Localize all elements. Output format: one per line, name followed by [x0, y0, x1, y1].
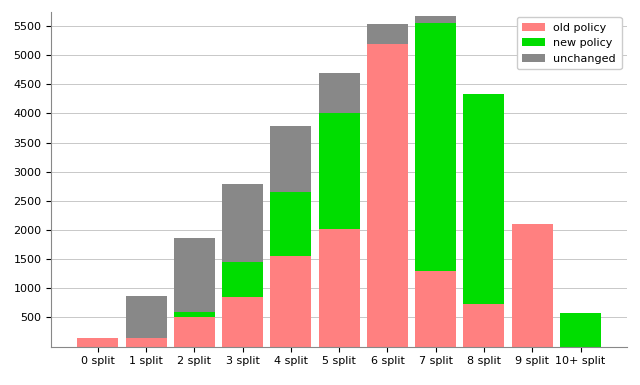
- Bar: [463, 304, 504, 346]
- Bar: [222, 297, 263, 346]
- Bar: [125, 296, 166, 338]
- Bar: [415, 23, 456, 271]
- Bar: [125, 338, 166, 346]
- Bar: [367, 44, 408, 346]
- Legend: old policy, new policy, unchanged: old policy, new policy, unchanged: [516, 17, 621, 69]
- Bar: [319, 114, 360, 229]
- Bar: [560, 313, 601, 346]
- Bar: [512, 224, 553, 346]
- Bar: [174, 317, 215, 347]
- Bar: [415, 271, 456, 346]
- Bar: [415, 16, 456, 23]
- Bar: [271, 192, 312, 256]
- Bar: [271, 256, 312, 346]
- Bar: [77, 338, 118, 346]
- Bar: [222, 262, 263, 297]
- Bar: [463, 94, 504, 304]
- Bar: [174, 238, 215, 312]
- Bar: [174, 312, 215, 317]
- Bar: [319, 229, 360, 346]
- Bar: [222, 184, 263, 262]
- Bar: [271, 126, 312, 192]
- Bar: [367, 24, 408, 44]
- Bar: [319, 73, 360, 114]
